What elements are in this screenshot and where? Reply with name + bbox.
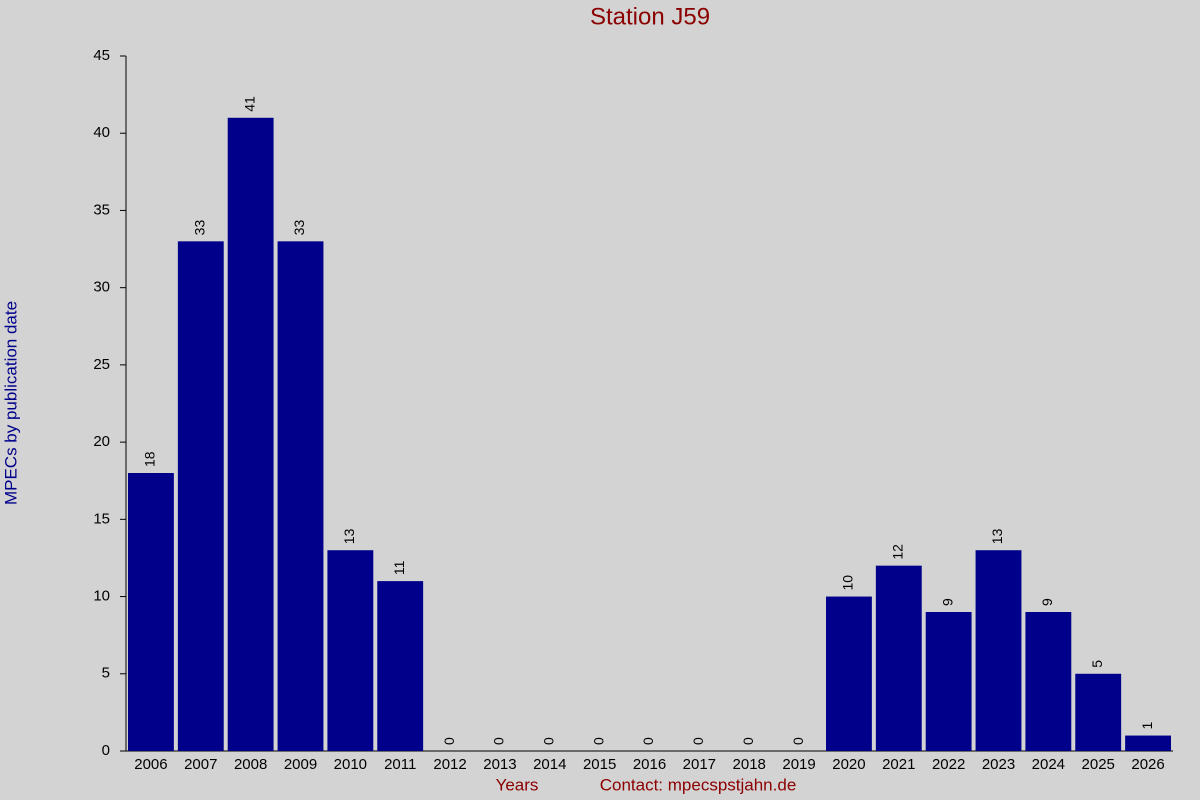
x-tick-label: 2024: [1032, 756, 1065, 773]
data-label: 9: [1039, 598, 1055, 606]
data-label: 0: [590, 737, 606, 745]
y-tick-label: 40: [93, 124, 110, 141]
x-tick-label: 2017: [683, 756, 716, 773]
x-tick-label: 2019: [782, 756, 815, 773]
y-tick-label: 0: [102, 742, 110, 759]
x-tick-label: 2016: [633, 756, 666, 773]
x-tick-label: 2026: [1131, 756, 1164, 773]
bar: [1075, 673, 1122, 751]
data-label: 13: [341, 528, 357, 544]
y-tick-label: 25: [93, 356, 110, 373]
bar: [327, 550, 374, 751]
x-tick-label: 2007: [184, 756, 217, 773]
bar: [177, 241, 224, 752]
bar: [875, 565, 922, 751]
y-tick-label: 20: [93, 433, 110, 450]
x-tick-label: 2009: [284, 756, 317, 773]
data-label: 18: [142, 451, 158, 467]
bar: [377, 581, 424, 751]
y-tick-label: 5: [102, 665, 110, 682]
data-label: 9: [939, 598, 955, 606]
bar: [825, 596, 872, 751]
bar: [227, 117, 274, 752]
data-label: 13: [989, 528, 1005, 544]
x-tick-label: 2012: [433, 756, 466, 773]
x-tick-label: 2022: [932, 756, 965, 773]
data-label: 0: [491, 737, 507, 745]
data-label: 0: [790, 737, 806, 745]
x-tick-label: 2015: [583, 756, 616, 773]
y-tick-label: 10: [93, 588, 110, 605]
annotation: Contact: mpecspstjahn.de: [600, 775, 797, 794]
x-tick-label: 2018: [733, 756, 766, 773]
bar: [1125, 735, 1172, 751]
bar: [277, 241, 324, 752]
x-tick-label: 2020: [832, 756, 865, 773]
x-tick-label: 2025: [1082, 756, 1115, 773]
bar: [1025, 612, 1072, 751]
data-label: 33: [191, 220, 207, 236]
x-tick-label: 2011: [384, 756, 416, 773]
y-tick-label: 30: [93, 279, 110, 296]
y-tick-label: 15: [93, 510, 110, 527]
data-label: 0: [540, 737, 556, 745]
x-tick-label: 2021: [882, 756, 915, 773]
y-tick-label: 45: [93, 47, 110, 64]
data-label: 41: [241, 96, 257, 112]
x-axis-label: Years: [496, 775, 539, 794]
data-label: 10: [840, 575, 856, 591]
x-tick-label: 2006: [134, 756, 167, 773]
data-label: 0: [690, 737, 706, 745]
x-tick-label: 2008: [234, 756, 267, 773]
bar: [127, 473, 174, 751]
y-axis-label: MPECs by publication date: [1, 301, 20, 505]
data-label: 0: [640, 737, 656, 745]
chart-title: Station J59: [590, 3, 710, 30]
bar: [925, 612, 972, 751]
x-tick-label: 2010: [334, 756, 367, 773]
y-tick-label: 35: [93, 201, 110, 218]
x-tick-label: 2023: [982, 756, 1015, 773]
data-label: 0: [740, 737, 756, 745]
x-tick-label: 2013: [483, 756, 516, 773]
data-label: 0: [441, 737, 457, 745]
data-label: 12: [889, 544, 905, 560]
data-label: 1: [1139, 722, 1155, 730]
data-label: 33: [291, 220, 307, 236]
data-label: 11: [391, 560, 407, 575]
x-tick-label: 2014: [533, 756, 566, 773]
bar: [975, 550, 1022, 751]
data-label: 5: [1089, 660, 1105, 668]
